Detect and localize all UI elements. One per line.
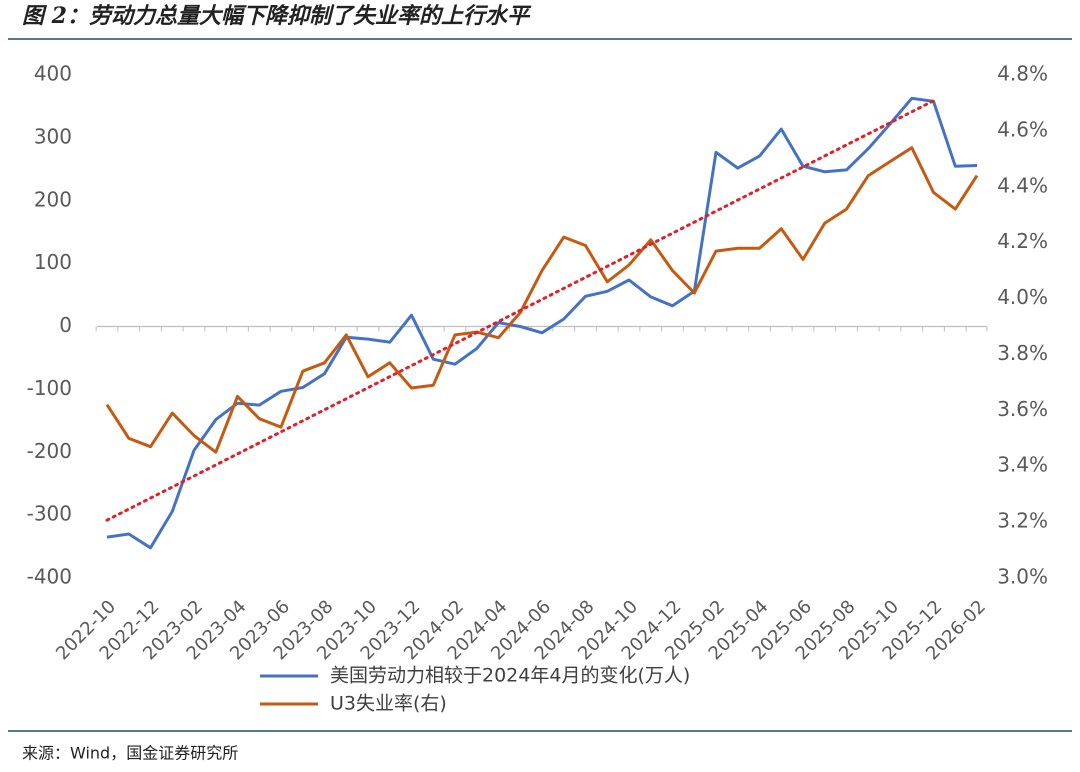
y-tick-label: -400 bbox=[27, 565, 72, 589]
y2-tick-label: 3.0% bbox=[997, 565, 1048, 589]
y2-tick-label: 4.4% bbox=[997, 173, 1048, 197]
series-line bbox=[106, 96, 978, 550]
y2-tick-label: 4.0% bbox=[997, 285, 1048, 309]
series-line bbox=[105, 146, 979, 454]
source: 来源：Wind，国金证券研究所 bbox=[22, 744, 238, 763]
y-tick-label: 400 bbox=[34, 62, 72, 86]
legend-label: 美国劳动力相较于2024年4月的变化(万人) bbox=[330, 665, 690, 687]
legend-label: U3失业率(右) bbox=[330, 693, 447, 715]
y-tick-label: -300 bbox=[27, 502, 72, 526]
y-tick-label: 0 bbox=[59, 313, 72, 337]
y-tick-label: -100 bbox=[27, 376, 72, 400]
y2-tick-label: 3.2% bbox=[997, 509, 1048, 533]
chart-title: 图 2：劳动力总量大幅下降抑制了失业率的上行水平 bbox=[22, 3, 532, 29]
trend-line bbox=[105, 99, 935, 522]
y-tick-label: -200 bbox=[27, 439, 72, 463]
y2-tick-label: 3.4% bbox=[997, 453, 1048, 477]
y-tick-label: 300 bbox=[34, 124, 72, 148]
y-tick-label: 100 bbox=[34, 250, 72, 274]
y-tick-label: 200 bbox=[34, 187, 72, 211]
y2-tick-label: 3.8% bbox=[997, 341, 1048, 365]
y2-tick-label: 4.6% bbox=[997, 117, 1048, 141]
y2-tick-label: 3.6% bbox=[997, 397, 1048, 421]
y2-tick-label: 4.8% bbox=[997, 62, 1048, 86]
y2-tick-label: 4.2% bbox=[997, 229, 1048, 253]
